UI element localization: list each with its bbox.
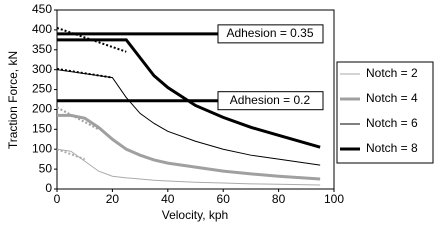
adhesion-limit-line (56, 148, 86, 161)
legend-label: Notch = 4 (366, 91, 418, 105)
adhesion-limit-line (56, 67, 113, 79)
y-tick-label: 200 (32, 102, 52, 116)
series-line (57, 38, 321, 149)
y-tick-label: 350 (32, 42, 52, 56)
x-tick-label: 60 (217, 192, 231, 206)
x-tick-label: 80 (272, 192, 286, 206)
series-line (56, 69, 321, 166)
legend-label: Notch = 2 (366, 66, 418, 80)
y-tick-label: 100 (32, 141, 52, 155)
x-tick-label: 40 (161, 192, 175, 206)
annotation-text: Adhesion = 0.35 (226, 26, 313, 40)
annotation-box (217, 24, 324, 44)
x-tick-label: 20 (106, 192, 120, 206)
legend-label: Notch = 6 (366, 116, 418, 130)
annotation-text: Adhesion = 0.2 (230, 93, 311, 107)
y-tick-label: 400 (32, 22, 52, 36)
y-tick-label: 300 (32, 62, 52, 76)
legend-box (336, 61, 434, 164)
chart: Velocity, kph Traction Force, kN 0 50 100 1… (6, 2, 434, 222)
y-tick-label: 250 (32, 82, 52, 96)
y-tick-label: 50 (39, 161, 53, 175)
legend-label: Notch = 8 (366, 141, 418, 155)
y-tick-label: 150 (32, 122, 52, 136)
y-axis-label: Traction Force, kN (6, 51, 20, 149)
x-tick-label: 0 (54, 192, 61, 206)
y-tick-label: 0 (45, 181, 52, 195)
adhesion-limit-line (56, 106, 100, 131)
x-tick-label: 100 (324, 192, 344, 206)
series-line (56, 148, 321, 186)
x-axis-label: Velocity, kph (162, 208, 228, 222)
series-line (57, 113, 321, 181)
y-tick-label: 450 (32, 2, 52, 16)
annotation-box (217, 91, 324, 111)
adhesion-limit-line (56, 26, 127, 53)
